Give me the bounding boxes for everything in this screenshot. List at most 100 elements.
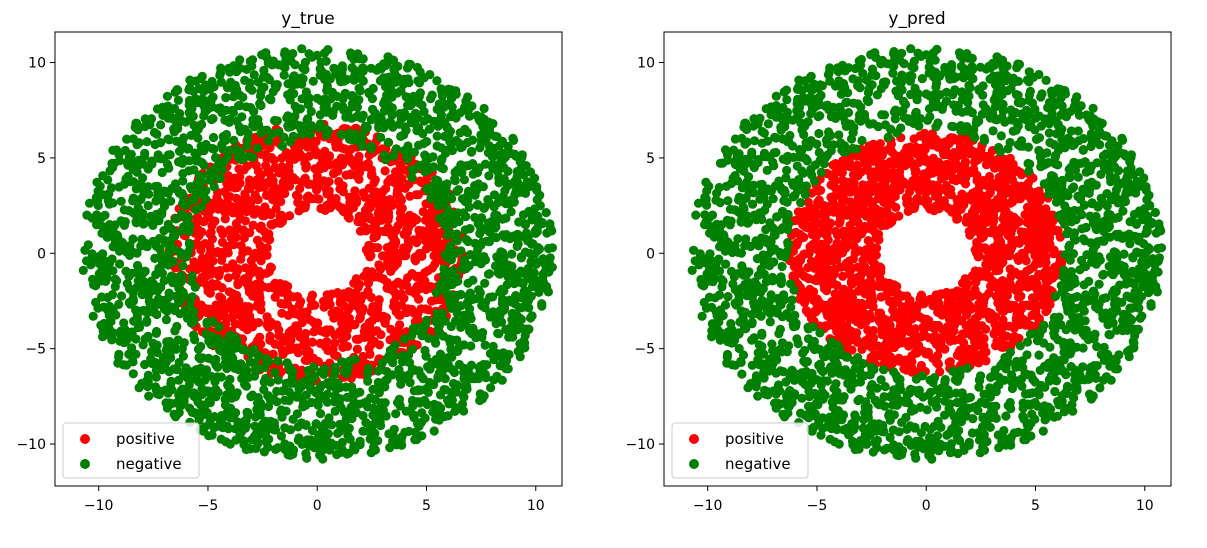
data-point <box>381 61 390 70</box>
data-point <box>408 219 417 228</box>
data-point <box>462 235 471 244</box>
data-point <box>289 445 298 454</box>
y-tick-label: −10 <box>16 437 46 453</box>
data-point <box>234 164 243 173</box>
data-point <box>259 385 268 394</box>
data-point <box>491 219 500 228</box>
data-point <box>142 137 151 146</box>
data-point <box>256 91 265 100</box>
data-point <box>376 418 385 427</box>
data-point <box>95 275 104 284</box>
data-point <box>149 303 158 312</box>
data-point <box>233 183 242 192</box>
data-point <box>443 231 452 240</box>
data-point <box>342 449 351 458</box>
data-point <box>108 290 117 299</box>
data-point <box>481 341 490 350</box>
data-point <box>356 86 365 95</box>
data-point <box>381 166 390 175</box>
data-point <box>191 205 200 214</box>
data-point <box>385 443 394 452</box>
data-point <box>482 360 491 369</box>
data-point <box>248 318 257 327</box>
data-point <box>391 179 400 188</box>
data-point <box>397 370 406 379</box>
data-point <box>968 208 977 217</box>
data-point <box>202 318 211 327</box>
data-point <box>409 288 418 297</box>
data-point <box>209 145 218 154</box>
data-point <box>297 178 306 187</box>
data-point <box>283 90 292 99</box>
data-point <box>544 244 553 253</box>
x-tick-label: 5 <box>422 498 431 514</box>
data-point <box>334 177 343 186</box>
data-point <box>108 146 117 155</box>
data-point <box>345 357 354 366</box>
data-point <box>311 388 320 397</box>
data-point <box>384 212 393 221</box>
data-point <box>96 321 105 330</box>
series-negative <box>79 44 557 463</box>
data-point <box>361 418 370 427</box>
data-point <box>372 232 381 241</box>
data-point <box>89 312 98 321</box>
data-point <box>290 71 299 80</box>
data-point <box>341 382 350 391</box>
legend-marker-negative <box>80 459 90 469</box>
data-point <box>152 373 161 382</box>
data-point <box>103 175 112 184</box>
data-point <box>298 419 307 428</box>
data-point <box>215 292 224 301</box>
chart-title: y_pred <box>888 9 945 29</box>
data-point <box>257 256 266 265</box>
data-point <box>449 379 458 388</box>
data-point <box>245 228 254 237</box>
data-point <box>124 272 133 281</box>
data-point <box>224 183 233 192</box>
data-point <box>355 303 364 312</box>
data-point <box>285 169 294 178</box>
data-point <box>453 347 462 356</box>
data-point <box>287 379 296 388</box>
legend-label-negative: negative <box>116 455 182 473</box>
data-point <box>301 200 310 209</box>
data-point <box>435 407 444 416</box>
data-point <box>517 253 526 262</box>
data-point <box>316 409 325 418</box>
data-point <box>427 219 436 228</box>
legend-marker-positive <box>80 434 90 444</box>
data-point <box>423 210 432 219</box>
data-point <box>501 214 510 223</box>
data-point <box>175 298 184 307</box>
data-point <box>238 93 247 102</box>
data-point <box>338 206 347 215</box>
data-point <box>326 382 335 391</box>
data-point <box>517 269 526 278</box>
data-point <box>527 240 536 249</box>
data-point <box>363 123 372 132</box>
data-point <box>333 288 342 297</box>
data-point <box>971 266 980 275</box>
data-point <box>525 208 534 217</box>
data-point <box>335 74 344 83</box>
data-point <box>392 307 401 316</box>
data-point <box>289 132 298 141</box>
data-point <box>372 66 381 75</box>
data-point <box>398 351 407 360</box>
data-point <box>296 297 305 306</box>
data-point <box>1006 154 1015 163</box>
data-point <box>254 183 263 192</box>
data-point <box>350 162 359 171</box>
data-point <box>359 111 368 120</box>
data-point <box>342 171 351 180</box>
data-point <box>192 365 201 374</box>
data-point <box>391 409 400 418</box>
data-point <box>316 445 325 454</box>
data-point <box>379 123 388 132</box>
data-point <box>231 408 240 417</box>
data-point <box>480 104 489 113</box>
data-point <box>234 224 243 233</box>
data-point <box>121 217 130 226</box>
